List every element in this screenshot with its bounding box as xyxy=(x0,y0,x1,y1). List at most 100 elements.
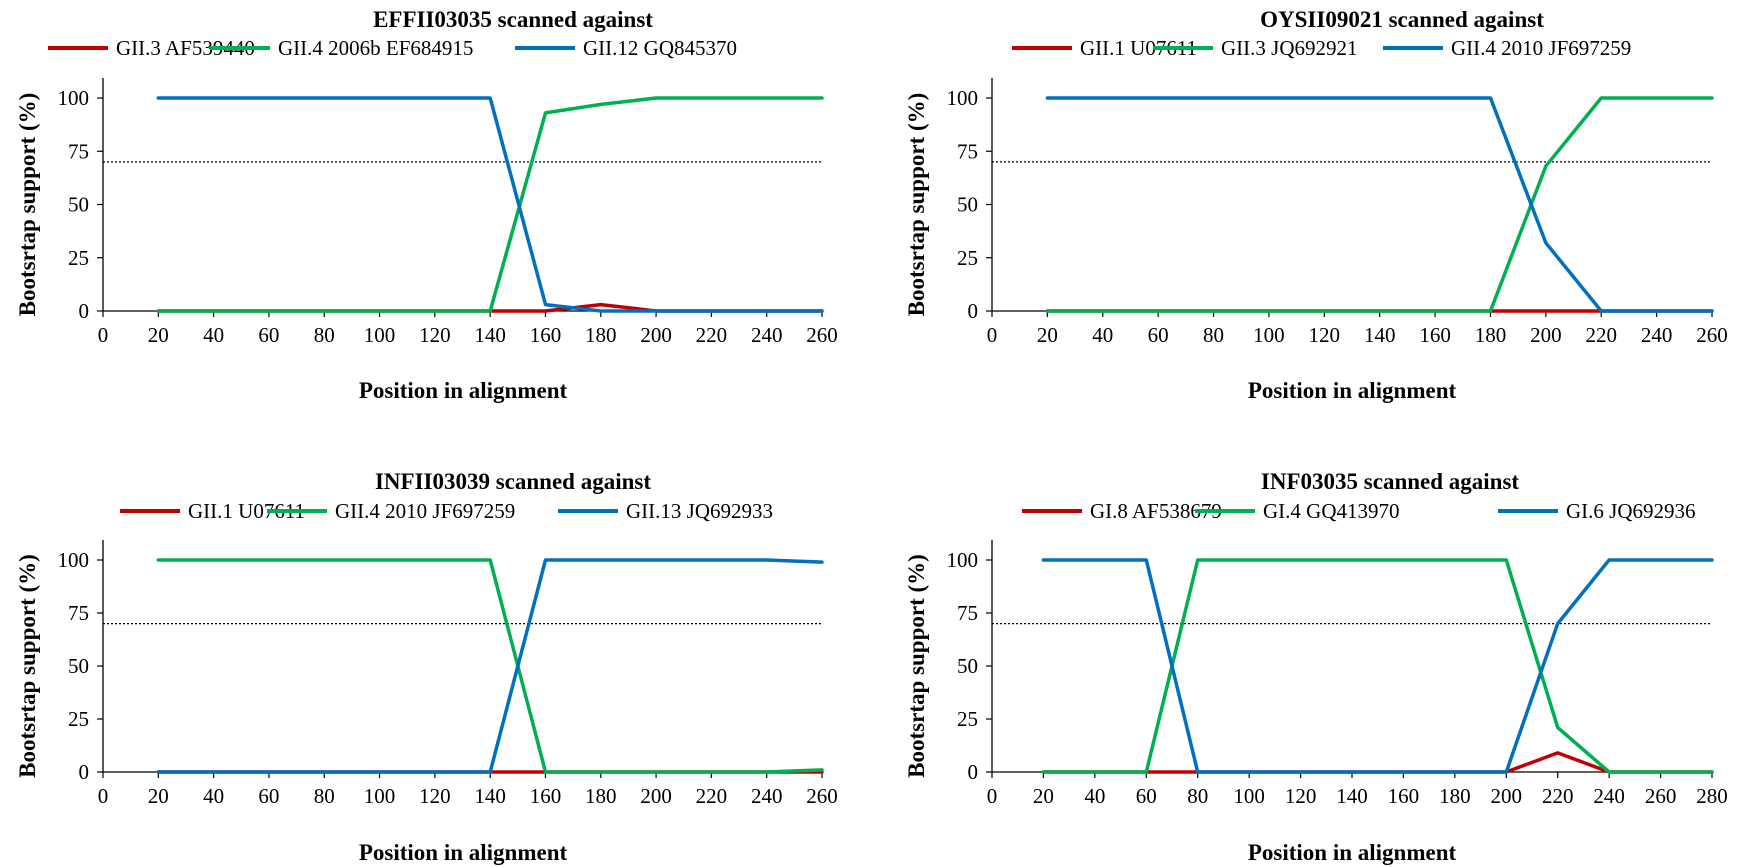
x-tick-label: 120 xyxy=(419,323,451,347)
x-tick-label: 20 xyxy=(148,784,169,808)
x-tick-label: 220 xyxy=(1585,323,1617,347)
x-tick-label: 200 xyxy=(640,323,672,347)
chart-title: INFII03039 scanned against xyxy=(375,469,651,494)
x-tick-label: 20 xyxy=(148,323,169,347)
y-tick-label: 0 xyxy=(79,299,90,323)
series-line-2 xyxy=(156,96,824,313)
x-tick-label: 180 xyxy=(585,784,617,808)
series-line-1 xyxy=(1041,751,1714,774)
x-tick-label: 80 xyxy=(314,784,335,808)
x-tick-label: 200 xyxy=(1491,784,1523,808)
x-tick-label: 220 xyxy=(1542,784,1574,808)
x-tick-label: 200 xyxy=(1530,323,1562,347)
x-tick-label: 60 xyxy=(258,323,279,347)
x-tick-label: 40 xyxy=(203,784,224,808)
x-tick-label: 100 xyxy=(1253,323,1285,347)
x-axis-label: Position in alignment xyxy=(359,378,568,403)
legend-label: GII.3 JQ692921 xyxy=(1221,36,1358,60)
x-tick-label: 240 xyxy=(1641,323,1673,347)
y-tick-label: 50 xyxy=(68,654,89,678)
y-tick-label: 100 xyxy=(947,548,979,572)
x-tick-label: 160 xyxy=(1419,323,1451,347)
legend-label: GI.6 JQ692936 xyxy=(1566,499,1696,523)
x-tick-label: 40 xyxy=(1092,323,1113,347)
x-tick-label: 240 xyxy=(751,784,783,808)
x-tick-label: 40 xyxy=(1084,784,1105,808)
x-tick-label: 60 xyxy=(258,784,279,808)
legend-label: GII.13 JQ692933 xyxy=(626,499,773,523)
y-axis-label: Bootsrtap support (%) xyxy=(904,554,929,778)
series-line-3 xyxy=(1041,558,1714,774)
x-tick-label: 140 xyxy=(474,323,506,347)
y-tick-label: 50 xyxy=(957,193,978,217)
y-tick-label: 75 xyxy=(68,601,89,625)
y-tick-label: 25 xyxy=(957,707,978,731)
y-axis-label: Bootsrtap support (%) xyxy=(904,93,929,317)
chart-title: INF03035 scanned against xyxy=(1261,469,1519,494)
x-tick-label: 80 xyxy=(314,323,335,347)
x-axis-label: Position in alignment xyxy=(1248,840,1457,865)
x-tick-label: 120 xyxy=(1285,784,1317,808)
x-axis-label: Position in alignment xyxy=(359,840,568,865)
y-axis-label: Bootsrtap support (%) xyxy=(15,554,40,778)
y-tick-label: 25 xyxy=(68,246,89,270)
y-tick-label: 25 xyxy=(957,246,978,270)
x-tick-label: 40 xyxy=(203,323,224,347)
legend-label: GII.4 2010 JF697259 xyxy=(1451,36,1631,60)
legend-label: GII.4 2010 JF697259 xyxy=(335,499,515,523)
x-tick-label: 60 xyxy=(1136,784,1157,808)
y-tick-label: 50 xyxy=(957,654,978,678)
y-axis-label: Bootsrtap support (%) xyxy=(15,93,40,317)
x-tick-label: 0 xyxy=(987,784,998,808)
y-tick-label: 50 xyxy=(68,193,89,217)
legend-label: GII.12 GQ845370 xyxy=(583,36,737,60)
x-tick-label: 180 xyxy=(1475,323,1507,347)
x-tick-label: 60 xyxy=(1148,323,1169,347)
x-tick-label: 0 xyxy=(987,323,998,347)
x-tick-label: 140 xyxy=(1364,323,1396,347)
x-tick-label: 220 xyxy=(696,323,728,347)
series-line-2 xyxy=(1041,558,1714,774)
x-axis-label: Position in alignment xyxy=(1248,378,1457,403)
legend-label: GI.4 GQ413970 xyxy=(1263,499,1400,523)
y-tick-label: 100 xyxy=(947,86,979,110)
legend-label: GII.4 2006b EF684915 xyxy=(278,36,473,60)
chart-title: OYSII09021 scanned against xyxy=(1260,7,1544,32)
x-tick-label: 240 xyxy=(751,323,783,347)
x-tick-label: 160 xyxy=(530,323,562,347)
x-tick-label: 180 xyxy=(1439,784,1471,808)
x-tick-label: 140 xyxy=(1336,784,1368,808)
y-tick-label: 25 xyxy=(68,707,89,731)
x-tick-label: 20 xyxy=(1033,784,1054,808)
x-tick-label: 240 xyxy=(1593,784,1625,808)
x-tick-label: 180 xyxy=(585,323,617,347)
x-tick-label: 160 xyxy=(1388,784,1420,808)
series-line-3 xyxy=(1045,96,1714,313)
x-tick-label: 100 xyxy=(364,323,396,347)
x-tick-label: 80 xyxy=(1187,784,1208,808)
x-tick-label: 100 xyxy=(364,784,396,808)
x-tick-label: 260 xyxy=(806,784,838,808)
y-tick-label: 75 xyxy=(68,139,89,163)
x-tick-label: 100 xyxy=(1233,784,1265,808)
x-tick-label: 120 xyxy=(419,784,451,808)
x-tick-label: 260 xyxy=(1645,784,1677,808)
y-tick-label: 75 xyxy=(957,601,978,625)
y-tick-label: 0 xyxy=(968,299,979,323)
x-tick-label: 160 xyxy=(530,784,562,808)
y-tick-label: 100 xyxy=(58,548,90,572)
y-tick-label: 75 xyxy=(957,139,978,163)
x-tick-label: 220 xyxy=(696,784,728,808)
y-tick-label: 0 xyxy=(79,760,90,784)
series-line-3 xyxy=(156,96,824,313)
x-tick-label: 260 xyxy=(806,323,838,347)
x-tick-label: 80 xyxy=(1203,323,1224,347)
x-tick-label: 140 xyxy=(474,784,506,808)
chart-title: EFFII03035 scanned against xyxy=(373,7,653,32)
x-tick-label: 280 xyxy=(1696,784,1728,808)
x-tick-label: 0 xyxy=(98,323,109,347)
